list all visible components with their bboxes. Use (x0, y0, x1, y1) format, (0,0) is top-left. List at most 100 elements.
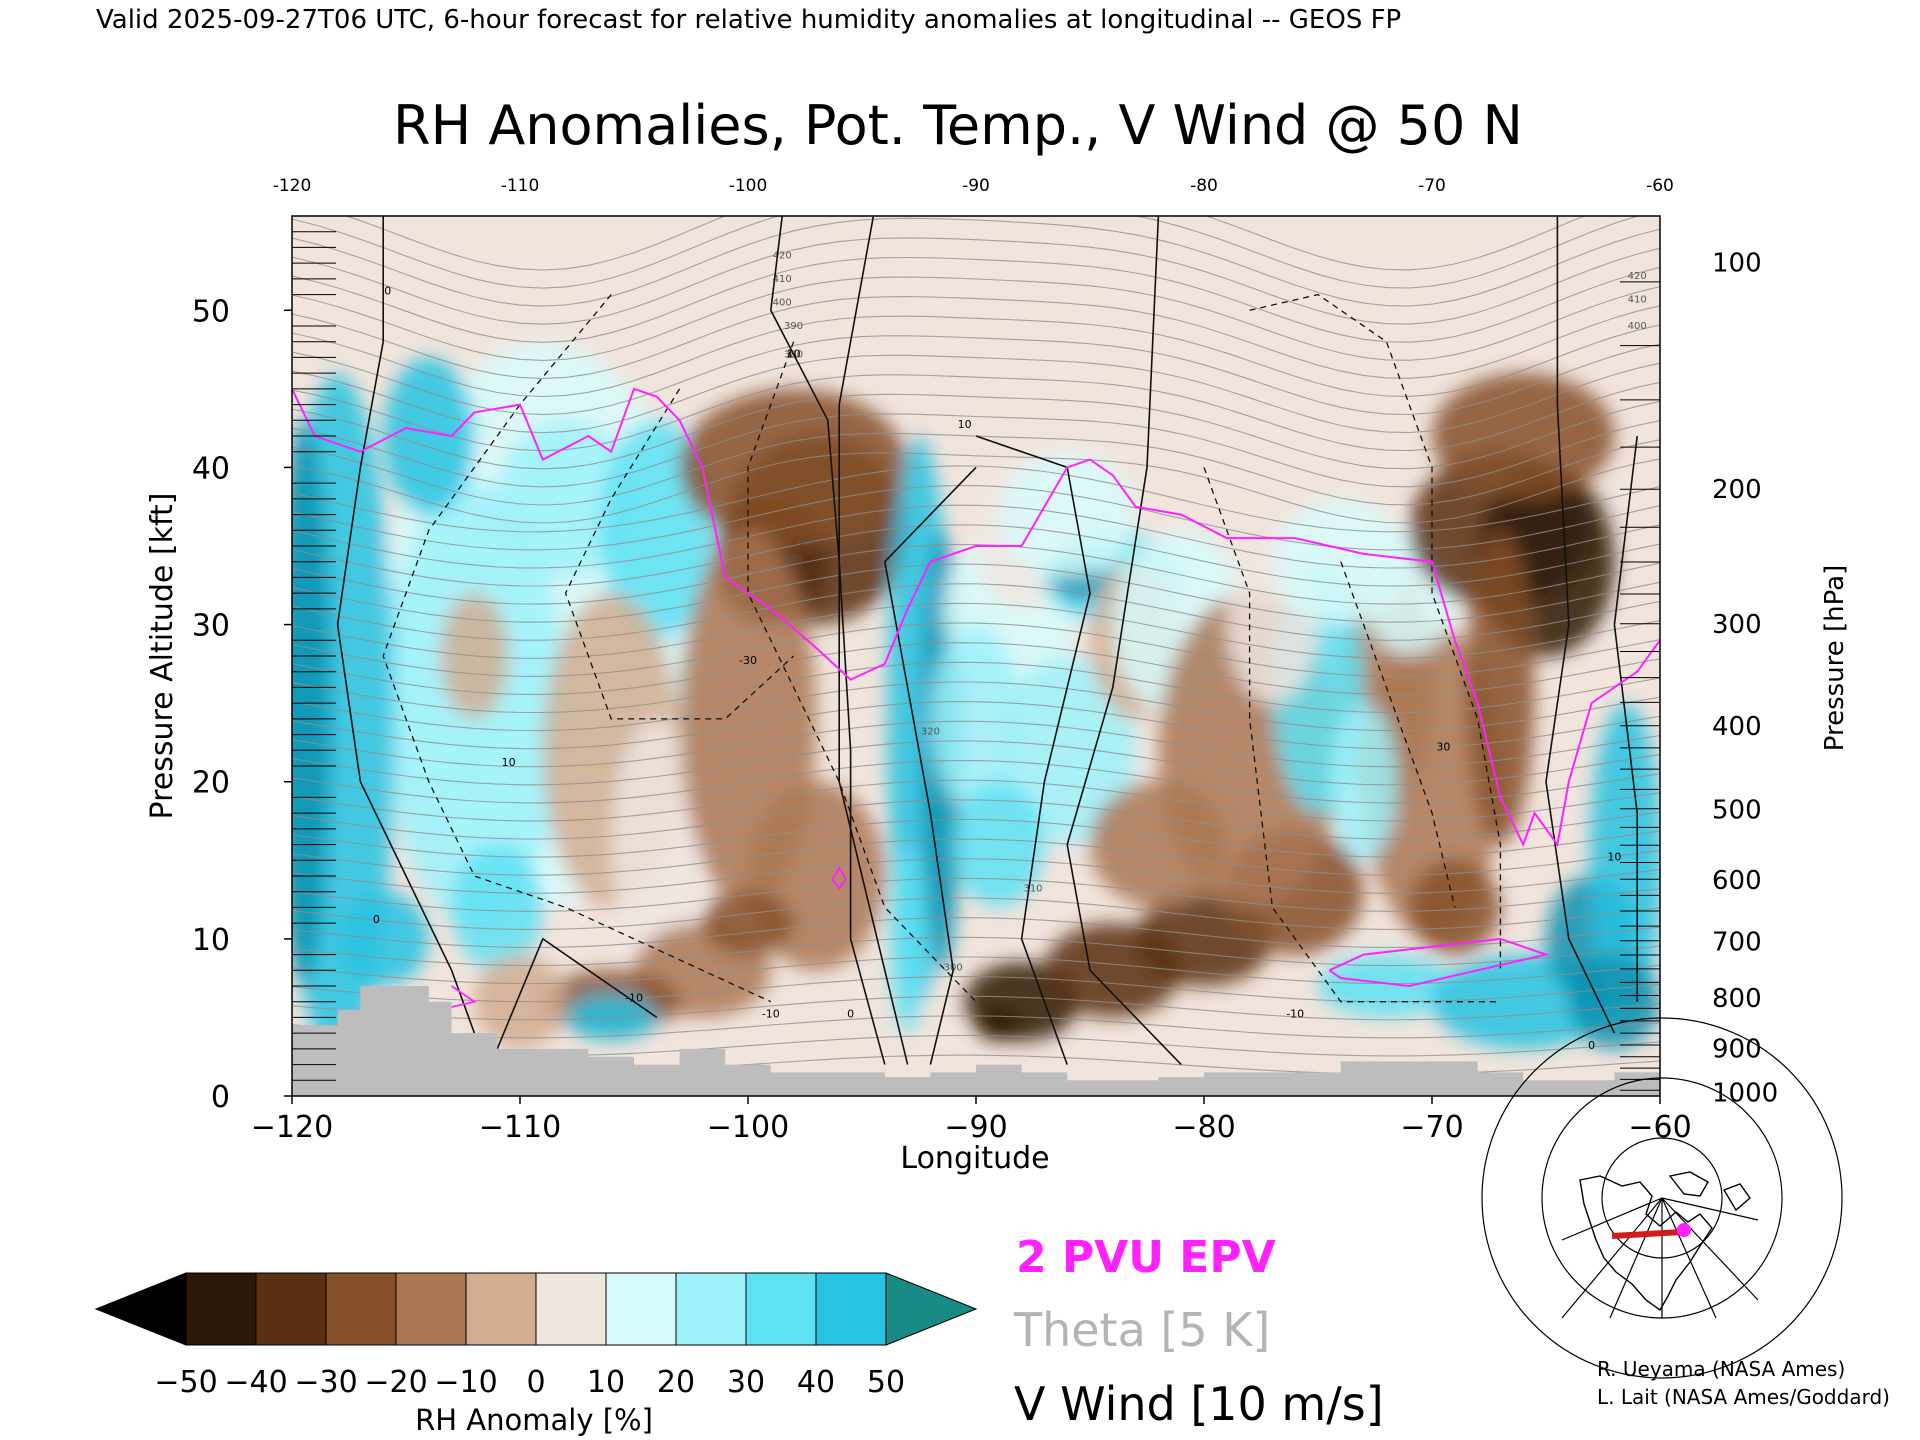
pressure-tick-label: 1000 (1712, 1078, 1778, 1108)
rh-anomaly-blob (998, 451, 1136, 578)
theta-contour-line (292, 936, 1660, 967)
top-tick-label: -90 (962, 176, 990, 196)
colorbar-tick-label: 40 (797, 1365, 835, 1400)
theta-contour-line (292, 956, 1660, 985)
theta-contour-line (292, 217, 1660, 307)
top-tick-label: -100 (729, 176, 768, 196)
theta-contour-label: 320 (921, 727, 940, 738)
map-point-marker (1677, 1223, 1691, 1237)
theta-contour-label: 340 (795, 538, 814, 549)
theta-contour-line (292, 838, 1660, 876)
x-tick-label: −60 (1628, 1110, 1691, 1145)
colorbar-tick-label: −40 (224, 1365, 287, 1400)
theta-contour-line (292, 681, 1660, 732)
pressure-tick-label: 800 (1712, 984, 1762, 1014)
colorbar-bin (605, 1272, 677, 1346)
pressure-tick-label: 100 (1712, 249, 1762, 279)
theta-contour-line (292, 779, 1660, 822)
v-wind-contour-label: 10 (958, 418, 972, 431)
theta-contour-label: 400 (773, 298, 792, 309)
v-wind-contour-label: 10 (502, 756, 516, 769)
top-tick-label: -80 (1190, 176, 1218, 196)
top-tick-label: -120 (273, 176, 312, 196)
colorbar-tick-label: 10 (587, 1365, 625, 1400)
theta-contour-line (292, 661, 1660, 714)
colorbar-bin (745, 1272, 817, 1346)
pressure-tick-label: 400 (1712, 712, 1762, 742)
rh-anomaly-blob (976, 1009, 1022, 1041)
rh-anomaly-blob (497, 420, 634, 578)
colorbar-tick-label: 0 (526, 1365, 545, 1400)
v-wind-contour-line (975, 435, 1091, 1065)
top-tick-label: -110 (501, 176, 540, 196)
top-tick-label: -70 (1418, 176, 1446, 196)
rh-anomaly-blob (953, 781, 1045, 908)
theta-contour-line (292, 858, 1660, 894)
pressure-tick-label: 700 (1712, 927, 1762, 957)
v-wind-contour-line (336, 216, 476, 1034)
v-wind-contour-label: 0 (384, 285, 391, 298)
theta-contour-line (292, 740, 1660, 786)
theta-contour-label: 410 (773, 274, 792, 285)
x-axis-top: -120 -110 -100 -90 -80 -70 -60 (273, 176, 1674, 196)
theta-contour-line (292, 335, 1660, 416)
theta-contour-line (292, 276, 1660, 361)
v-wind-contour-line (1613, 435, 1638, 1002)
theta-contour-line (292, 315, 1660, 398)
theta-contour-line (292, 374, 1660, 452)
rh-anomaly-blob (998, 656, 1136, 845)
theta-contour-line (292, 413, 1660, 488)
y-tick-label: 10 (192, 923, 230, 958)
theta-contour-label: 420 (1628, 271, 1647, 282)
colorbar-bin (325, 1272, 397, 1346)
colorbar-tick-label: 30 (727, 1365, 765, 1400)
v-wind-contour-line (1340, 561, 1456, 908)
y-tick-label: 20 (192, 766, 230, 801)
theta-contour-line (292, 897, 1660, 930)
theta-contour-line (292, 818, 1660, 858)
colorbar-label: RH Anomaly [%] (415, 1403, 653, 1437)
credit-line-1: R. Ueyama (NASA Ames) (1597, 1357, 1845, 1381)
theta-contour-label: 390 (784, 321, 803, 332)
theta-contour-label: 410 (1628, 294, 1647, 305)
rh-anomaly-blob (383, 357, 475, 515)
theta-contour-line (344, 216, 1586, 271)
x-tick-label: −70 (1400, 1110, 1463, 1145)
theta-contour-line (292, 563, 1660, 623)
y-axis-right: 100 200 300 400 500 600 700 800 900 1000 (1620, 249, 1778, 1108)
x-axis-label: Longitude (900, 1141, 1049, 1176)
top-tick-label: -60 (1646, 176, 1674, 196)
theta-contour-line (292, 622, 1660, 677)
legend: 2 PVU EPV Theta [5 K] V Wind [10 m/s] (1013, 1232, 1384, 1431)
v-wind-contour-label: -10 (625, 992, 643, 1005)
theta-contour-line (292, 354, 1660, 434)
epv-contour-loop (831, 866, 848, 891)
colorbar-under-arrow (94, 1272, 187, 1346)
terrain-mask (292, 986, 1660, 1096)
map-graticule (1481, 1017, 1843, 1379)
legend-epv: 2 PVU EPV (1016, 1232, 1276, 1283)
colorbar-bin (535, 1272, 607, 1346)
colorbar-bin (465, 1272, 537, 1346)
rh-anomaly-blob (1329, 703, 1398, 861)
colorbar-tick-label: −30 (294, 1365, 357, 1400)
theta-contour-line (292, 296, 1660, 379)
theta-contour-line (292, 465, 1660, 533)
map-section-line (1611, 1229, 1683, 1239)
v-wind-contour-line (1203, 467, 1501, 1003)
colorbar-tick-label: −10 (434, 1365, 497, 1400)
rh-anomaly-blob (702, 891, 794, 955)
colorbar-bin (675, 1272, 747, 1346)
y-tick-label: 30 (192, 609, 230, 644)
theta-contour-line (292, 452, 1660, 524)
rh-anomaly-blob (1409, 860, 1501, 955)
pressure-tick-label: 300 (1712, 610, 1762, 640)
colorbar-tick-label: −50 (154, 1365, 217, 1400)
v-wind-contour-label: 0 (847, 1007, 854, 1020)
y-tick-label: 40 (192, 451, 230, 486)
v-wind-contour-label: 0 (1588, 1039, 1595, 1052)
v-wind-contour-label: 30 (1436, 740, 1450, 753)
v-wind-contour-label: -10 (762, 1007, 780, 1020)
theta-contour-line (292, 799, 1660, 840)
rh-anomaly-blob (1090, 781, 1227, 908)
